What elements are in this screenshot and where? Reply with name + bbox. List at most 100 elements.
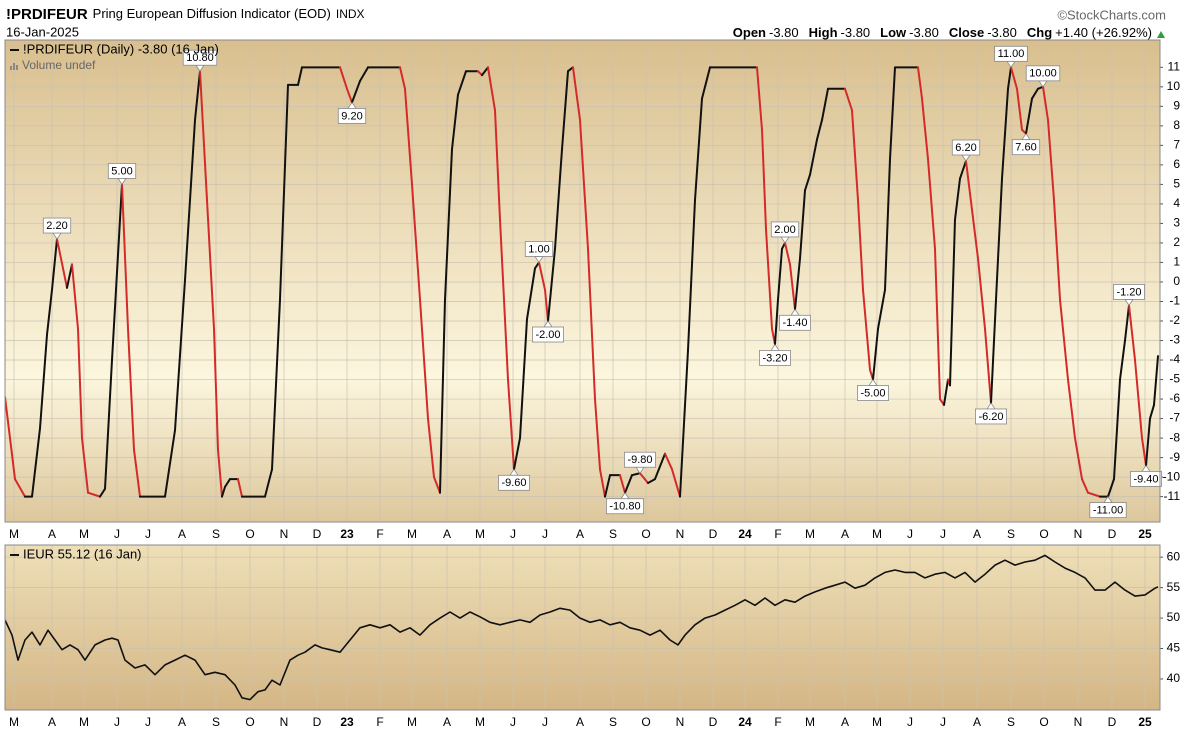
x-tick-label: A [443, 527, 451, 541]
y-tick-label: -6 [1169, 391, 1180, 405]
line-segment [694, 97, 703, 202]
value-label: 1.00 [524, 241, 554, 264]
line-segment [538, 261, 546, 291]
x-tick-label: F [774, 715, 781, 729]
line-segment [794, 257, 801, 311]
x-tick-label: J [940, 527, 946, 541]
y-tick-label: 5 [1173, 177, 1180, 191]
line-segment [784, 241, 791, 266]
header: !PRDIFEUR Pring European Diffusion Indica… [6, 6, 1166, 40]
value-label: 7.60 [1011, 132, 1041, 156]
x-tick-label: O [1039, 715, 1048, 729]
line-segment [481, 66, 489, 77]
line-segment [221, 485, 226, 498]
quote-value: -3.80 [769, 25, 799, 40]
quote-value: -3.80 [987, 25, 1017, 40]
x-tick-label: A [973, 527, 981, 541]
line-segment [687, 199, 696, 352]
label-box [1089, 502, 1127, 519]
x-tick-label: 24 [738, 527, 752, 541]
quote-label: Close [949, 25, 984, 40]
line-segment [513, 437, 521, 471]
line-segment [619, 474, 626, 494]
line-segment [194, 70, 201, 122]
x-tick-label: M [79, 715, 89, 729]
line-segment [184, 119, 196, 282]
y-tick-label: -5 [1169, 372, 1180, 386]
line-segment [346, 87, 353, 104]
line-segment [507, 378, 515, 471]
data-label: -9.40 [1133, 473, 1158, 485]
panel-border [4, 544, 1161, 711]
line-segment [647, 478, 656, 484]
x-tick-label: J [907, 715, 913, 729]
line-segment [1113, 378, 1121, 481]
line-segment [1053, 199, 1061, 301]
line-segment [1007, 66, 1012, 90]
y-tick-label: 40 [1167, 671, 1181, 685]
y-tick-label: 60 [1167, 549, 1181, 563]
x-tick-label: J [940, 715, 946, 729]
line-segment [499, 218, 509, 381]
line-segment [1128, 304, 1136, 362]
line-segment [66, 263, 73, 289]
data-label: 2.20 [46, 220, 67, 232]
y-tick-label: 4 [1173, 196, 1180, 210]
line-segment [927, 158, 936, 250]
y-tick-label: 50 [1167, 610, 1181, 624]
x-tick-label: A [178, 715, 186, 729]
line-segment [351, 79, 361, 104]
line-segment [804, 173, 811, 192]
line-segment [264, 468, 273, 498]
x-tick-label: A [48, 527, 56, 541]
line-segment [224, 478, 231, 488]
x-tick-label: O [245, 715, 254, 729]
data-label: -1.40 [782, 317, 807, 329]
value-label: 9.20 [337, 101, 367, 124]
quote-label: High [809, 25, 838, 40]
y-tick-label: 9 [1173, 99, 1180, 113]
quote-label: Chg [1027, 25, 1052, 40]
up-arrow [1157, 31, 1165, 38]
line-segment [917, 66, 923, 100]
exchange: INDX [336, 7, 365, 21]
x-tick-label: J [907, 527, 913, 541]
x-tick-label: J [114, 715, 120, 729]
x-tick-label: S [609, 715, 617, 729]
x-tick-label: A [443, 715, 451, 729]
data-label: -9.60 [501, 477, 526, 489]
line-segment [51, 238, 58, 291]
line-segment [679, 349, 689, 498]
line-segment [789, 263, 796, 311]
line-segment [954, 177, 961, 221]
x-tick-label: O [641, 527, 650, 541]
line-segment [56, 238, 64, 270]
line-segment [237, 478, 243, 498]
line-segment [977, 257, 986, 330]
value-label: -9.60 [498, 468, 530, 491]
x-tick-label: M [475, 527, 485, 541]
x-tick-label: S [609, 527, 617, 541]
line-segment [857, 199, 864, 291]
label-box [107, 163, 137, 179]
data-label: 11.00 [998, 48, 1025, 60]
x-tick-label: O [641, 715, 650, 729]
line-segment [761, 128, 767, 231]
data-label: 1.00 [528, 243, 549, 255]
line-segment [81, 437, 89, 494]
y-tick-label: -1 [1169, 294, 1180, 308]
line-segment [174, 279, 186, 432]
line-segment [921, 97, 929, 161]
volume-icon [13, 63, 15, 70]
data-label: -11.00 [1093, 505, 1123, 517]
line-segment [1074, 437, 1083, 481]
line-segment [604, 474, 611, 498]
x-tick-label: J [510, 527, 516, 541]
line-segment [547, 247, 556, 323]
value-label: 5.00 [107, 163, 137, 186]
y-tick-label: 2 [1173, 235, 1180, 249]
line-segment [71, 263, 79, 330]
data-label: -2.00 [535, 329, 560, 341]
